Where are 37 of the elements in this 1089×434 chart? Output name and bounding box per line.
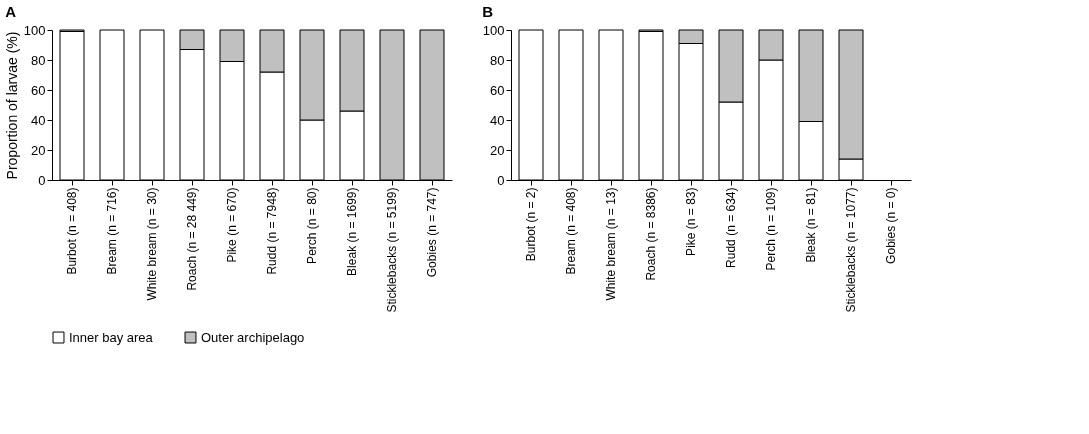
x-tick-label: Bleak (n = 1699) [345,187,359,276]
y-tick-label: 60 [490,82,505,98]
legend-label: Outer archipelago [201,329,305,345]
y-tick-label: 20 [490,142,505,158]
y-tick-label: 60 [31,82,46,98]
x-tick-label: Roach (n = 8386) [644,187,658,281]
y-tick-label: 100 [482,22,505,38]
y-axis-title: Proportion of larvae (%) [3,31,20,180]
x-tick-label: Pike (n = 670) [225,187,239,263]
x-tick-label: Perch (n = 109) [764,187,778,271]
y-tick-label: 80 [31,52,46,68]
y-tick-label: 100 [23,22,46,38]
chart-title: B [482,3,494,20]
x-tick-label: Bream (n = 716) [105,187,119,275]
x-tick-label: Rudd (n = 7948) [265,187,279,275]
x-tick-label: Pike (n = 83) [684,187,698,256]
x-tick-label: Burbot (n = 408) [65,187,79,275]
x-tick-label: Bream (n = 408) [564,187,578,275]
y-tick-label: 80 [490,52,505,68]
x-tick-label: Bleak (n = 81) [804,187,818,263]
x-tick-label: Gobies (n = 0) [884,187,898,264]
legend-label: Inner bay area [69,329,154,345]
x-tick-label: Burbot (n = 2) [524,187,538,262]
y-tick-label: 0 [38,172,46,188]
x-tick-label: Rudd (n = 634) [724,187,738,268]
y-tick-label: 0 [497,172,505,188]
x-tick-label: Perch (n = 80) [305,187,319,264]
x-tick-label: Sticklebacks (n = 1077) [844,187,858,313]
x-tick-label: Sticklebacks (n = 5199) [385,187,399,313]
chart-title: A [5,3,17,20]
y-tick-label: 40 [490,112,505,128]
x-tick-label: White bream (n = 13) [604,187,618,301]
y-tick-label: 20 [31,142,46,158]
x-tick-label: White bream (n = 30) [145,187,159,301]
x-tick-label: Gobies (n = 747) [425,187,439,278]
y-tick-label: 40 [31,112,46,128]
x-tick-label: Roach (n = 28 449) [185,187,199,291]
